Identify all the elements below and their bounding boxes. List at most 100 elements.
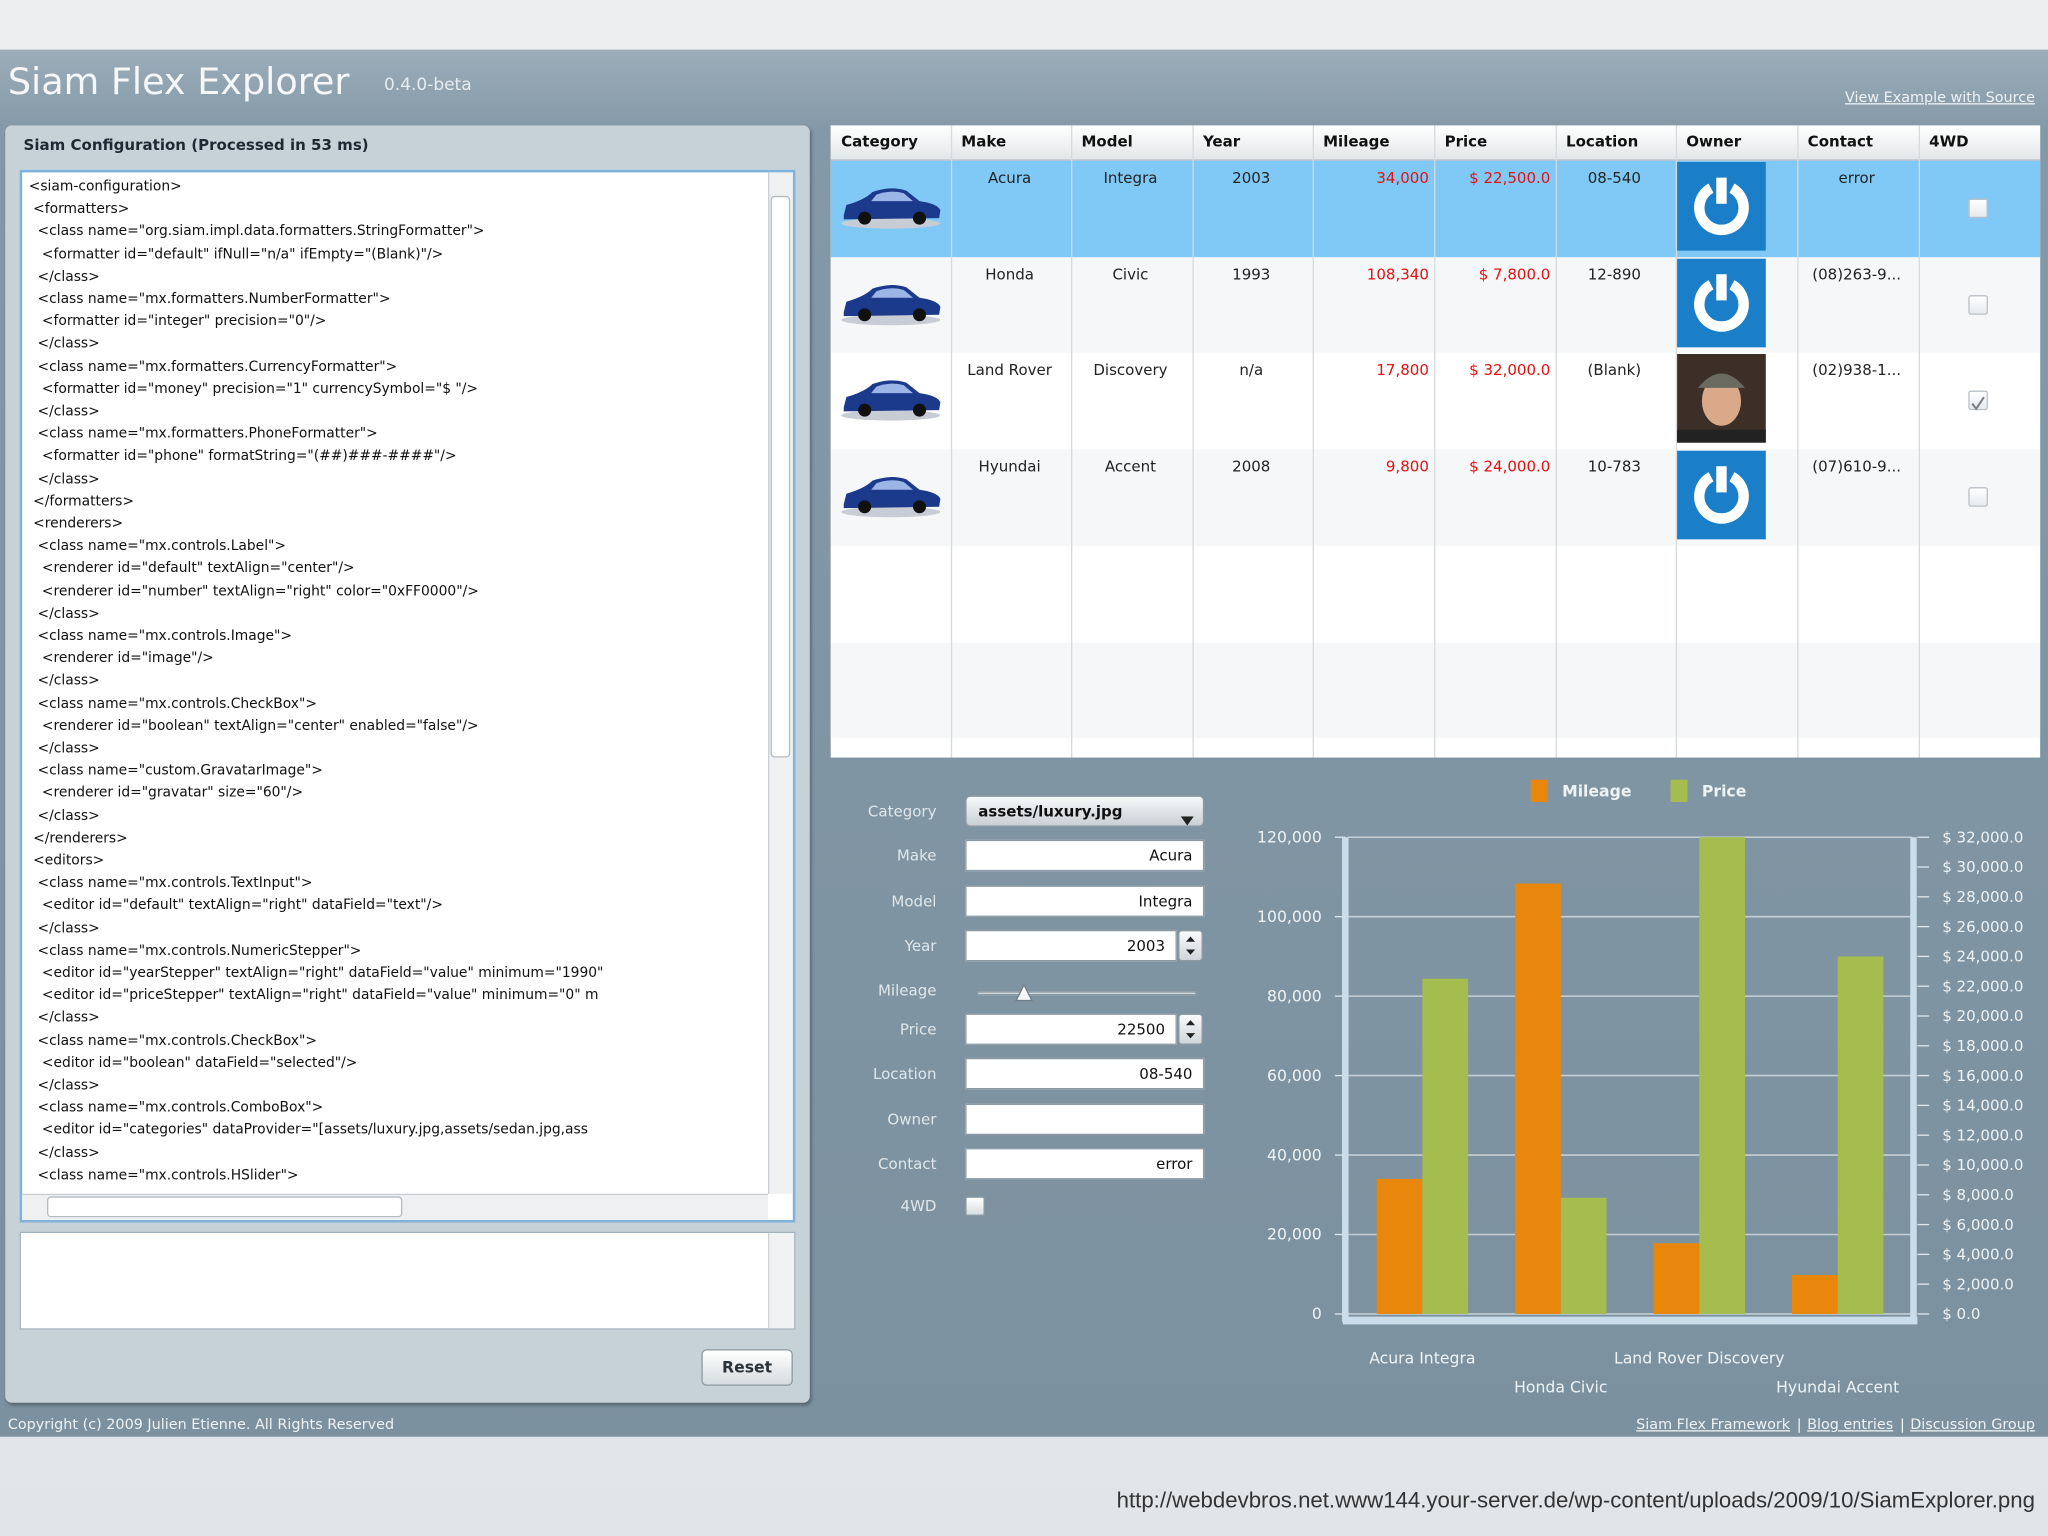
xml-text-area[interactable]: <siam-configuration> <formatters> <class… (19, 169, 796, 1223)
form-label: Owner (887, 1110, 937, 1129)
column-header[interactable]: Location (1566, 131, 1639, 151)
xml-line: <formatter id="phone" formatString="(##)… (28, 448, 457, 465)
column-header[interactable]: Category (841, 131, 918, 151)
footer-link[interactable]: Siam Flex Framework (1636, 1415, 1791, 1433)
column-divider (950, 125, 953, 758)
combo-box[interactable]: assets/luxury.jpg (965, 795, 1205, 827)
arrow-icon[interactable] (1180, 816, 1194, 826)
column-divider (1192, 125, 1194, 758)
car-body (843, 477, 941, 509)
footer-link[interactable]: Blog entries (1807, 1415, 1894, 1433)
text-cell: Discovery (1093, 360, 1168, 380)
scroll-thumb[interactable] (47, 1196, 403, 1218)
text-input[interactable]: Acura (965, 839, 1205, 872)
xml-line: <renderer id="gravatar" size="60"/> (28, 785, 304, 802)
column-divider (1071, 125, 1073, 758)
image-caption: http://webdevbros.net.www144.your-server… (1116, 1487, 2035, 1513)
stepper-buttons[interactable] (1178, 1013, 1203, 1045)
xml-line: <class name="org.siam.impl.data.formatte… (28, 223, 485, 240)
car-window (871, 384, 913, 394)
check-mark (1971, 396, 1985, 412)
edit-form: Category assets/luxury.jpg Make Acura Model I… (831, 777, 1223, 1234)
column-header[interactable]: 4WD (1929, 131, 1969, 151)
number-cell: $ 32,000.0 (1469, 360, 1551, 380)
text-input[interactable]: 08-540 (965, 1057, 1205, 1090)
table-row (830, 641, 2041, 739)
column-header[interactable]: Owner (1686, 131, 1742, 151)
output-text-area[interactable] (19, 1231, 796, 1330)
input-value: Acura (1149, 846, 1193, 865)
form-label: Category (867, 801, 937, 821)
column-header[interactable]: Price (1444, 131, 1488, 151)
output-scrollbar[interactable] (767, 1232, 795, 1329)
car-wheel (912, 307, 927, 321)
column-divider (1312, 125, 1314, 758)
xml-line: <class name="mx.controls.CheckBox"> (28, 1032, 317, 1049)
xml-line: <class name="mx.controls.Image"> (28, 628, 292, 644)
text-cell: 2003 (1232, 168, 1271, 187)
link-separator (1797, 1417, 1800, 1433)
xml-line: <renderer id="image"/> (28, 650, 214, 667)
slider-thumb[interactable] (1015, 982, 1033, 1007)
column-header[interactable]: Contact (1807, 131, 1874, 151)
text-input[interactable]: error (965, 1148, 1205, 1180)
column-header[interactable]: Mileage (1323, 131, 1390, 151)
car-wheel (912, 211, 927, 225)
category-cell (839, 275, 943, 332)
car-window (871, 480, 913, 490)
xml-line: <class name="mx.formatters.CurrencyForma… (28, 358, 398, 375)
text-input[interactable]: 2003 (965, 929, 1177, 962)
column-header[interactable]: Year (1202, 131, 1241, 151)
text-cell: 2008 (1232, 457, 1271, 476)
xml-line: </class> (28, 470, 100, 487)
xml-line: <class name="mx.formatters.PhoneFormatte… (28, 426, 378, 442)
app-title: Siam Flex Explorer (7, 60, 350, 104)
input-value: 08-540 (1139, 1064, 1193, 1083)
checkbox[interactable] (965, 1196, 985, 1216)
column-header[interactable]: Model (1081, 131, 1133, 151)
text-input[interactable]: 22500 (965, 1013, 1177, 1045)
data-grid[interactable]: Category Make Model Year Mileage Price Locatio… (830, 125, 2041, 758)
text-cell: Civic (1112, 264, 1149, 284)
xml-line: </class> (28, 740, 100, 757)
xml-line: </class> (28, 268, 100, 285)
stepper-arrows[interactable] (1179, 1015, 1201, 1044)
xml-line: <formatter id="money" precision="1" curr… (28, 381, 479, 397)
form-label: Location (872, 1064, 937, 1083)
scroll-thumb[interactable] (770, 195, 791, 758)
text-cell: 08-540 (1587, 168, 1641, 187)
slider-track[interactable] (976, 991, 1197, 996)
column-divider (1434, 125, 1436, 758)
source-link[interactable]: View Example with Source (1844, 88, 2035, 106)
input-value: assets/luxury.jpg (978, 801, 1123, 821)
form-label: Make (896, 846, 937, 865)
column-header[interactable]: Make (961, 131, 1007, 151)
xml-line: <class name="mx.controls.TextInput"> (28, 875, 313, 892)
text-cell: error (1838, 168, 1875, 187)
car-window (871, 287, 913, 298)
car-window (871, 191, 913, 202)
car-wheel (912, 500, 927, 514)
category-cell (839, 179, 943, 236)
form-label: Price (899, 1020, 937, 1039)
car-wheel (858, 307, 872, 321)
footer-link[interactable]: Discussion Group (1910, 1415, 2035, 1433)
car-image (841, 477, 941, 518)
number-cell: 9,800 (1385, 457, 1429, 476)
text-input[interactable] (965, 1103, 1205, 1136)
reset-button[interactable]: Reset (701, 1349, 793, 1386)
car-wheel (912, 404, 927, 418)
xml-line: </class> (28, 336, 100, 352)
slider-thumb-shape[interactable] (1015, 983, 1033, 1002)
text-cell: Accent (1104, 457, 1157, 476)
text-input[interactable]: Integra (965, 885, 1205, 917)
owner-cell (1677, 258, 1766, 352)
xml-line: <class name="mx.controls.ComboBox"> (28, 1099, 324, 1116)
xml-line: <siam-configuration> (28, 178, 182, 195)
car-body (843, 380, 941, 412)
owner-cell (1677, 450, 1766, 545)
stepper-arrows[interactable] (1179, 931, 1201, 960)
car-image (841, 188, 941, 229)
stepper-buttons[interactable] (1178, 929, 1203, 962)
